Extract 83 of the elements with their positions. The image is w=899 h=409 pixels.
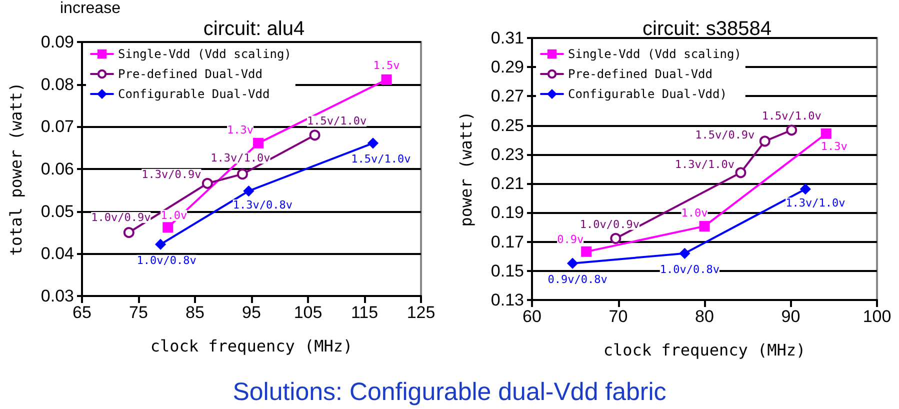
y-axis-title: total power (watt) — [6, 82, 26, 256]
point — [202, 178, 213, 189]
y-tick-label: 0.06 — [40, 160, 74, 178]
point — [759, 136, 770, 147]
point — [610, 232, 622, 244]
annotation: 1.3v/1.0v — [786, 196, 846, 210]
y-tick-label: 0.04 — [40, 244, 74, 264]
point — [236, 168, 248, 180]
y-tick-label: 0.03 — [40, 286, 74, 306]
annotation: 1.3v/0.8v — [232, 198, 293, 212]
point — [243, 186, 254, 196]
annotation: 1.5v/1.0v — [351, 152, 412, 166]
point — [253, 138, 264, 148]
x-axis-title: clock frequency (MHz) — [150, 336, 353, 356]
x-tick-label: 60 — [522, 307, 542, 326]
y-tick-label: 0.13 — [490, 290, 524, 310]
annotation: 0.9v/0.8v — [548, 272, 608, 286]
x-tick-label: 80 — [695, 307, 714, 326]
annotation: 1.5v/1.0v — [306, 114, 367, 128]
chart-title: circuit: alu4 — [203, 18, 305, 40]
text: Solutions: Configurable dual-Vdd fabric — [232, 378, 668, 407]
point — [786, 124, 798, 136]
legend-label: Configurable Dual-Vdd — [118, 87, 270, 101]
point — [155, 239, 166, 250]
annotation: 1.3v — [227, 124, 254, 137]
annotation: 1.0v/0.9v — [580, 218, 640, 231]
y-tick-label: 0.09 — [40, 32, 74, 52]
y-tick-label: 0.07 — [40, 117, 74, 136]
annotation: 1.5v/1.0v — [762, 110, 822, 123]
annotation: 1.0v — [681, 206, 708, 220]
x-tick-label: 105 — [294, 303, 322, 322]
point — [567, 258, 578, 269]
legend-label: Configurable Dual-Vdd) — [568, 87, 727, 101]
point — [679, 248, 690, 259]
point — [309, 130, 320, 141]
y-tick-label: 0.29 — [490, 58, 524, 77]
annotation: 1.0v/0.8v — [136, 254, 197, 267]
x-tick-label: 65 — [72, 303, 92, 322]
x-tick-label: 100 — [862, 307, 892, 326]
point — [699, 220, 710, 232]
y-tick-label: 0.05 — [40, 202, 74, 221]
annotation: 1.0v/0.9v — [91, 211, 152, 224]
point — [123, 227, 134, 238]
annotation: 1.5v — [373, 59, 400, 72]
y-tick-label: 0.21 — [490, 174, 524, 194]
y-axis-title: power (watt) — [456, 111, 476, 227]
point — [735, 167, 746, 178]
point — [820, 128, 832, 139]
y-tick-label: 0.31 — [490, 28, 524, 48]
annotation: 1.3v/1.0v — [674, 158, 735, 172]
annotation: 0.9v — [557, 233, 584, 246]
annotation: 1.3v/1.0v — [210, 152, 271, 165]
x-tick-label: 90 — [781, 307, 800, 326]
chart-title: circuit: s38584 — [642, 18, 772, 40]
point — [581, 246, 592, 257]
text: increase — [60, 0, 120, 18]
x-tick-label: 125 — [406, 303, 436, 322]
annotation: 1.0v — [160, 208, 188, 222]
x-tick-label: 70 — [608, 307, 628, 326]
annotation: 1.5v/0.9v — [695, 128, 756, 142]
annotation: 1.3v/0.9v — [142, 168, 202, 181]
point — [800, 184, 811, 194]
x-axis-title: clock frequency (MHz) — [603, 340, 806, 360]
y-tick-label: 0.19 — [490, 203, 524, 222]
y-tick-label: 0.23 — [490, 144, 524, 164]
x-tick-label: 75 — [129, 303, 148, 322]
y-tick-label: 0.25 — [490, 116, 524, 135]
legend-label: Pre-defined Dual-Vdd — [568, 67, 712, 81]
point — [162, 222, 174, 233]
annotation: 1.3v — [820, 140, 848, 154]
legend-label: Pre-defined Dual-Vdd — [118, 67, 262, 81]
y-tick-label: 0.17 — [490, 232, 524, 252]
y-tick-label: 0.27 — [490, 86, 524, 106]
legend-label: Single-Vdd (Vdd scaling) — [118, 47, 292, 61]
point — [368, 138, 378, 148]
point — [381, 74, 392, 85]
annotation: 1.0v/0.8v — [660, 262, 720, 276]
x-tick-label: 85 — [186, 303, 204, 322]
x-tick-label: 115 — [350, 303, 378, 322]
x-tick-label: 95 — [242, 303, 261, 322]
legend-label: Single-Vdd (Vdd scaling) — [568, 47, 742, 61]
y-tick-label: 0.08 — [40, 74, 74, 94]
y-tick-label: 0.15 — [490, 261, 524, 280]
